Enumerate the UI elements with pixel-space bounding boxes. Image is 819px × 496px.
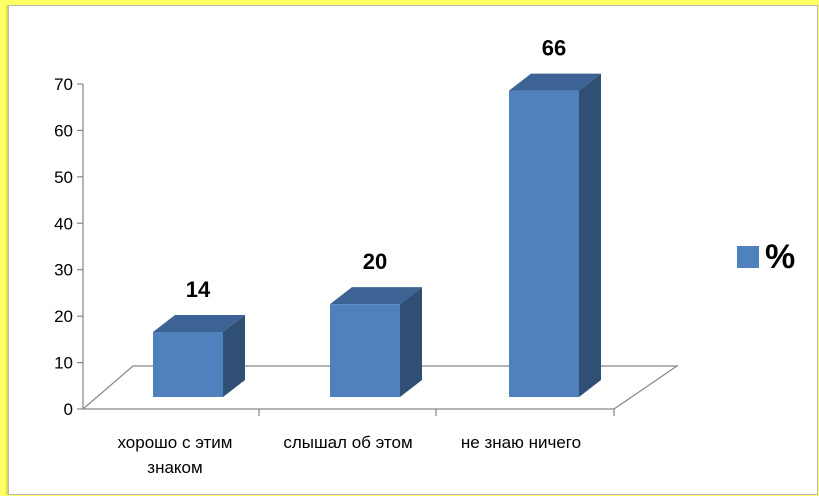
y-tick-label: 40 [54, 214, 73, 233]
y-tick-label: 20 [54, 307, 73, 326]
x-tick-label: не знаю ничего [461, 433, 581, 452]
legend-label: % [765, 238, 795, 276]
y-tick-label: 30 [54, 261, 73, 280]
bar [509, 90, 579, 398]
bar-top [509, 73, 601, 91]
x-tick-label: слышал об этом [283, 433, 412, 452]
bar-top [153, 315, 245, 332]
x-tick-label: знаком [147, 458, 202, 477]
y-tick-label: 50 [54, 168, 73, 187]
data-label: 14 [186, 277, 211, 302]
bar-top [330, 287, 422, 305]
data-label: 20 [363, 249, 387, 274]
bar [153, 332, 223, 397]
legend-swatch [737, 246, 759, 268]
x-tick-label: хорошо с этим [118, 433, 233, 452]
chart-frame: 0 10 20 30 40 50 60 70 14 хорошо с этим знаком 20 сл… [8, 5, 818, 495]
y-tick-label: 60 [54, 121, 73, 140]
y-tick-label: 0 [64, 400, 73, 419]
bar-chart: 0 10 20 30 40 50 60 70 14 хорошо с этим знаком 20 сл… [54, 36, 795, 477]
bar [330, 304, 400, 397]
y-tick-label: 70 [54, 75, 73, 94]
bar-side [579, 73, 601, 398]
y-tick-label: 10 [54, 354, 73, 373]
bar-side [400, 287, 422, 397]
bar-side [223, 315, 245, 397]
data-label: 66 [542, 36, 566, 61]
